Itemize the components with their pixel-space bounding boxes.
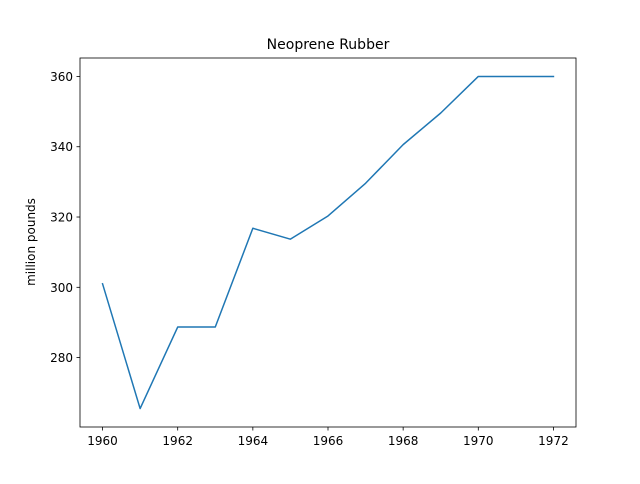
y-axis-label: million pounds — [24, 198, 38, 286]
y-tick-label: 320 — [50, 211, 73, 225]
plot-area-frame — [79, 57, 577, 428]
x-tick-label: 1960 — [87, 434, 118, 448]
chart-title: Neoprene Rubber — [267, 37, 390, 53]
y-tick-label: 300 — [50, 281, 73, 295]
x-tick-label: 1966 — [313, 434, 344, 448]
x-tick-label: 1968 — [388, 434, 419, 448]
x-axis: 1960 1962 1964 1966 1968 1970 1972 — [87, 427, 569, 448]
x-tick-label: 1964 — [238, 434, 269, 448]
series-line — [101, 75, 555, 410]
axes-frame — [79, 57, 577, 428]
y-tick-label: 280 — [50, 351, 73, 365]
plot-series — [101, 75, 555, 410]
x-tick-label: 1970 — [463, 434, 494, 448]
x-tick-label: 1972 — [538, 434, 569, 448]
x-tick-label: 1962 — [162, 434, 193, 448]
y-axis: 280 300 320 340 360 — [50, 70, 80, 365]
y-tick-label: 360 — [50, 70, 73, 84]
y-tick-label: 340 — [50, 140, 73, 154]
